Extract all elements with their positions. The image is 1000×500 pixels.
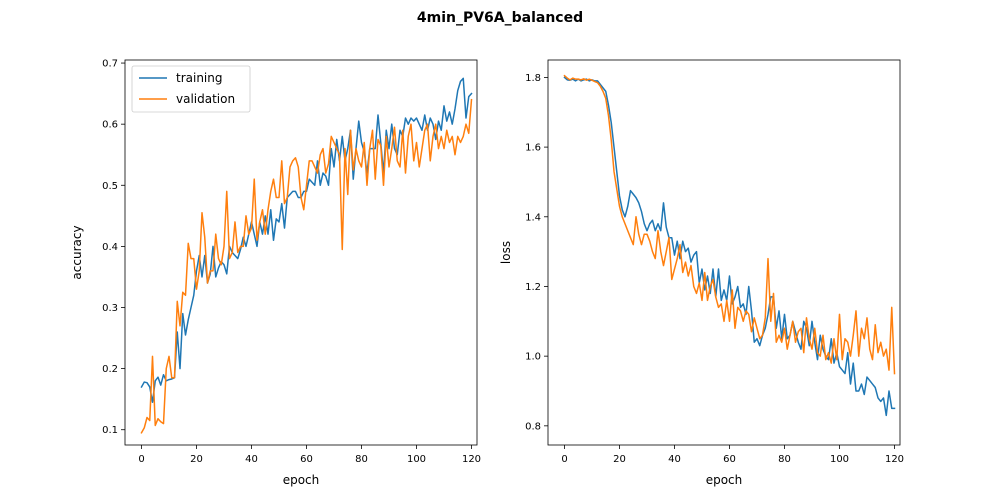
accuracy-legend-label-validation: validation [176,92,235,106]
accuracy-ylabel: accuracy [70,225,84,279]
accuracy-xlabel: epoch [283,473,320,487]
loss-series-group [563,74,896,417]
loss-training-line [563,76,896,417]
accuracy-chart: 0 20 40 60 80 100 120 0.1 0.2 0.3 0.4 0.5 0.6 0.7 epoc… [70,59,481,487]
accuracy-xtick-label: 0 [138,454,144,465]
loss-chart: 0 20 40 60 80 100 120 0.8 1.0 1.2 1.4 1.6 1.8 epoch lo… [499,59,904,487]
accuracy-legend: training validation [131,65,251,113]
accuracy-xtick-label: 20 [190,454,203,465]
loss-ytick-label: 1.8 [525,73,541,84]
accuracy-xtick-label: 80 [355,454,368,465]
loss-xlabel: epoch [706,473,743,487]
loss-ytick-label: 1.2 [525,282,541,293]
accuracy-xtick-label: 60 [300,454,313,465]
accuracy-ytick-label: 0.6 [102,120,118,131]
loss-ylabel: loss [499,241,513,264]
accuracy-ytick-label: 0.1 [102,425,118,436]
loss-xtick-label: 40 [668,454,681,465]
loss-ytick-label: 0.8 [525,421,541,432]
loss-validation-line [563,74,896,375]
accuracy-plot-area [125,60,477,445]
accuracy-xtick-label: 120 [462,454,481,465]
loss-axes-frame [547,59,901,446]
accuracy-ytick-label: 0.4 [102,242,118,253]
figure-title: 4min_PV6A_balanced [417,10,583,26]
accuracy-legend-label-training: training [176,71,223,85]
loss-xtick-label: 80 [778,454,791,465]
loss-ytick-label: 1.6 [525,143,541,154]
accuracy-ytick-label: 0.3 [102,303,118,314]
loss-ytick-label: 1.4 [525,212,541,223]
accuracy-ytick-label: 0.2 [102,364,118,375]
accuracy-xtick-label: 100 [407,454,426,465]
accuracy-series-group [140,77,473,434]
accuracy-xtick-label: 40 [245,454,258,465]
accuracy-validation-line [140,98,473,434]
accuracy-ytick-label: 0.5 [102,181,118,192]
loss-plot-area [548,60,900,445]
loss-xtick-label: 120 [885,454,904,465]
accuracy-axes-frame [124,59,478,446]
loss-xtick-label: 100 [830,454,849,465]
loss-xtick-label: 20 [613,454,626,465]
accuracy-ytick-label: 0.7 [102,59,118,70]
loss-xtick-label: 0 [561,454,567,465]
loss-xtick-label: 60 [723,454,736,465]
loss-ytick-label: 1.0 [525,352,541,363]
